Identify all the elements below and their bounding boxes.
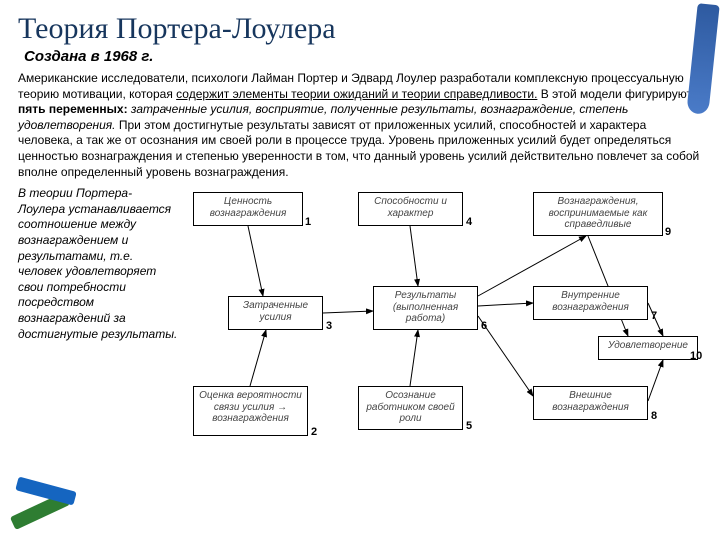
node-7: Внутренние вознаграждения [533,286,648,320]
node-num-7: 7 [651,310,657,322]
node-num-6: 6 [481,320,487,332]
node-num-5: 5 [466,420,472,432]
node-num-4: 4 [466,216,472,228]
node-9: Вознаграждения, воспринимаемые как справ… [533,192,663,236]
node-num-10: 10 [690,350,702,362]
node-num-8: 8 [651,410,657,422]
node-8: Внешние вознаграждения [533,386,648,420]
node-num-2: 2 [311,426,317,438]
node-6: Результаты (выполненная работа) [373,286,478,330]
node-2: Оценка вероятности связи усилия → вознаг… [193,386,308,436]
crayon-decor-bottom-left [2,464,92,534]
page-title: Теория Портера-Лоулера [18,12,702,46]
para1-underline: содержит элементы теории ожиданий и теор… [176,87,537,101]
node-10: Удовлетворение [598,336,698,360]
paragraph-main: Американские исследователи, психологи Ла… [18,71,702,180]
node-num-3: 3 [326,320,332,332]
node-3: Затраченные усилия [228,296,323,330]
node-num-9: 9 [665,226,671,238]
subtitle: Создана в 1968 г. [24,48,702,65]
node-4: Способности и характер [358,192,463,226]
node-5: Осознание работником своей роли [358,386,463,430]
para1-c: При этом достигнутые результаты зависят … [18,118,699,179]
flow-diagram: Ценность вознаграждения1 Способности и ха… [188,186,698,466]
para1-bold: пять переменных: [18,102,128,116]
node-1: Ценность вознаграждения [193,192,303,226]
side-paragraph: В теории Портера-Лоулера устанавливается… [18,186,178,342]
para1-b: В этой модели фигурируют [537,87,692,101]
node-num-1: 1 [305,216,311,228]
